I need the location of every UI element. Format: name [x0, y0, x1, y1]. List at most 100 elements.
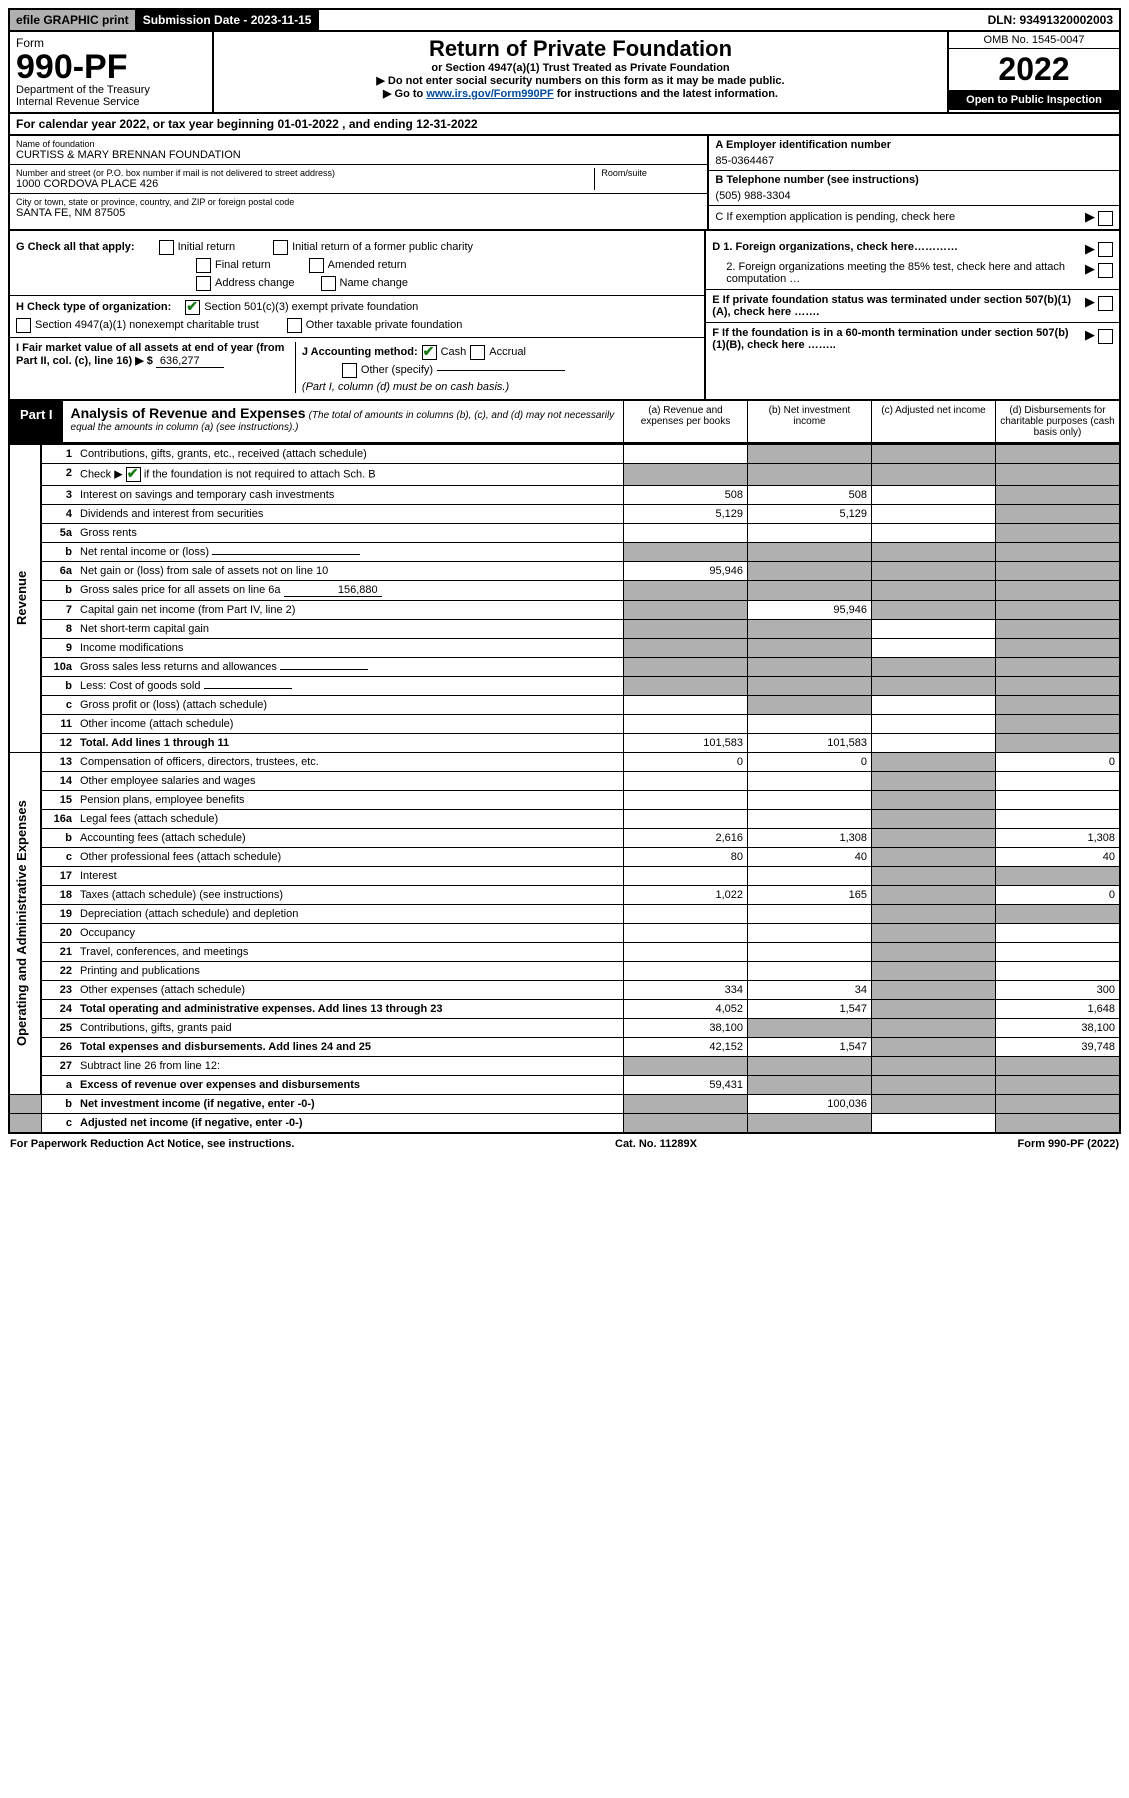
c-checkbox[interactable]: [1098, 211, 1113, 226]
row-27c: Adjusted net income (if negative, enter …: [76, 1113, 624, 1133]
e-label: E If private foundation status was termi…: [712, 294, 1079, 318]
row-14: Other employee salaries and wages: [76, 771, 624, 790]
r27b-b: 100,036: [748, 1094, 872, 1113]
r6a-a: 95,946: [624, 561, 748, 580]
r18-a: 1,022: [624, 885, 748, 904]
r13-d: 0: [996, 752, 1121, 771]
address: 1000 CORDOVA PLACE 426: [16, 178, 588, 190]
j-cash-checkbox[interactable]: [422, 345, 437, 360]
r16b-b: 1,308: [748, 828, 872, 847]
r2-checkbox[interactable]: [126, 467, 141, 482]
g-addr-checkbox[interactable]: [196, 276, 211, 291]
note1: ▶ Do not enter social security numbers o…: [220, 74, 941, 87]
r12-b: 101,583: [748, 733, 872, 752]
footer-center: Cat. No. 11289X: [615, 1138, 697, 1150]
f-label: F If the foundation is in a 60-month ter…: [712, 327, 1079, 351]
row-16c: Other professional fees (attach schedule…: [76, 847, 624, 866]
d1-label: D 1. Foreign organizations, check here………: [712, 241, 1079, 253]
j-note: (Part I, column (d) must be on cash basi…: [302, 381, 698, 393]
r4-a: 5,129: [624, 504, 748, 523]
r7-b: 95,946: [748, 600, 872, 619]
row-27a: Excess of revenue over expenses and disb…: [76, 1075, 624, 1094]
open-public: Open to Public Inspection: [949, 90, 1119, 110]
row-18: Taxes (attach schedule) (see instruction…: [76, 885, 624, 904]
r26-a: 42,152: [624, 1037, 748, 1056]
r3-b: 508: [748, 485, 872, 504]
footer-right: Form 990-PF (2022): [1018, 1138, 1119, 1150]
j-accrual-checkbox[interactable]: [470, 345, 485, 360]
footer-left: For Paperwork Reduction Act Notice, see …: [10, 1138, 294, 1150]
r16b-a: 2,616: [624, 828, 748, 847]
city-label: City or town, state or province, country…: [16, 197, 701, 207]
r13-a: 0: [624, 752, 748, 771]
r27a-a: 59,431: [624, 1075, 748, 1094]
entity-info: Name of foundation CURTISS & MARY BRENNA…: [8, 136, 1121, 231]
row-26: Total expenses and disbursements. Add li…: [76, 1037, 624, 1056]
row-10b: Less: Cost of goods sold: [76, 676, 624, 695]
room-label: Room/suite: [601, 168, 701, 178]
r18-d: 0: [996, 885, 1121, 904]
form-number: 990-PF: [16, 50, 206, 84]
part1-header: Part I Analysis of Revenue and Expenses …: [8, 401, 1121, 444]
row-27b: Net investment income (if negative, ente…: [76, 1094, 624, 1113]
g-initial-former-checkbox[interactable]: [273, 240, 288, 255]
page-footer: For Paperwork Reduction Act Notice, see …: [8, 1134, 1121, 1154]
j-other-checkbox[interactable]: [342, 363, 357, 378]
h-501c3-checkbox[interactable]: [185, 300, 200, 315]
opex-sidelabel: Operating and Administrative Expenses: [9, 752, 41, 1094]
g-label: G Check all that apply:: [16, 241, 135, 253]
row-27: Subtract line 26 from line 12:: [76, 1056, 624, 1075]
f-checkbox[interactable]: [1098, 329, 1113, 344]
j-label: J Accounting method:: [302, 346, 418, 358]
h-4947-checkbox[interactable]: [16, 318, 31, 333]
r23-d: 300: [996, 980, 1121, 999]
row-3: Interest on savings and temporary cash i…: [76, 485, 624, 504]
g-amended-checkbox[interactable]: [309, 258, 324, 273]
telephone: (505) 988-3304: [715, 186, 1113, 202]
d2-label: 2. Foreign organizations meeting the 85%…: [712, 261, 1079, 285]
foundation-name: CURTISS & MARY BRENNAN FOUNDATION: [16, 149, 701, 161]
e-checkbox[interactable]: [1098, 296, 1113, 311]
d2-checkbox[interactable]: [1098, 263, 1113, 278]
dln: DLN: 93491320002003: [982, 10, 1119, 30]
row-17: Interest: [76, 866, 624, 885]
r23-a: 334: [624, 980, 748, 999]
h-other-checkbox[interactable]: [287, 318, 302, 333]
g-initial-checkbox[interactable]: [159, 240, 174, 255]
r3-a: 508: [624, 485, 748, 504]
row-9: Income modifications: [76, 638, 624, 657]
instructions-link[interactable]: www.irs.gov/Form990PF: [426, 88, 553, 100]
r26-d: 39,748: [996, 1037, 1121, 1056]
row-12: Total. Add lines 1 through 11: [76, 733, 624, 752]
calendar-year: For calendar year 2022, or tax year begi…: [8, 114, 1121, 136]
row-16a: Legal fees (attach schedule): [76, 809, 624, 828]
addr-label: Number and street (or P.O. box number if…: [16, 168, 588, 178]
row-10a: Gross sales less returns and allowances: [76, 657, 624, 676]
row-20: Occupancy: [76, 923, 624, 942]
col-d-head: (d) Disbursements for charitable purpose…: [995, 401, 1119, 442]
i-label: I Fair market value of all assets at end…: [16, 342, 284, 367]
col-a-head: (a) Revenue and expenses per books: [623, 401, 747, 442]
submission-date: Submission Date - 2023-11-15: [137, 10, 320, 30]
r12-a: 101,583: [624, 733, 748, 752]
row-1: Contributions, gifts, grants, etc., rece…: [76, 444, 624, 463]
r26-b: 1,547: [748, 1037, 872, 1056]
r13-b: 0: [748, 752, 872, 771]
r4-b: 5,129: [748, 504, 872, 523]
form-subtitle: or Section 4947(a)(1) Trust Treated as P…: [220, 62, 941, 74]
d1-checkbox[interactable]: [1098, 242, 1113, 257]
r6b-val: 156,880: [284, 584, 382, 597]
dept: Department of the Treasury: [16, 84, 206, 96]
irs: Internal Revenue Service: [16, 96, 206, 108]
g-final-checkbox[interactable]: [196, 258, 211, 273]
row-11: Other income (attach schedule): [76, 714, 624, 733]
g-name-checkbox[interactable]: [321, 276, 336, 291]
col-c-head: (c) Adjusted net income: [871, 401, 995, 442]
c-label: C If exemption application is pending, c…: [715, 211, 955, 223]
r24-b: 1,547: [748, 999, 872, 1018]
row-7: Capital gain net income (from Part IV, l…: [76, 600, 624, 619]
name-label: Name of foundation: [16, 139, 701, 149]
row-5b: Net rental income or (loss): [76, 542, 624, 561]
row-16b: Accounting fees (attach schedule): [76, 828, 624, 847]
tel-label: B Telephone number (see instructions): [715, 174, 1113, 186]
